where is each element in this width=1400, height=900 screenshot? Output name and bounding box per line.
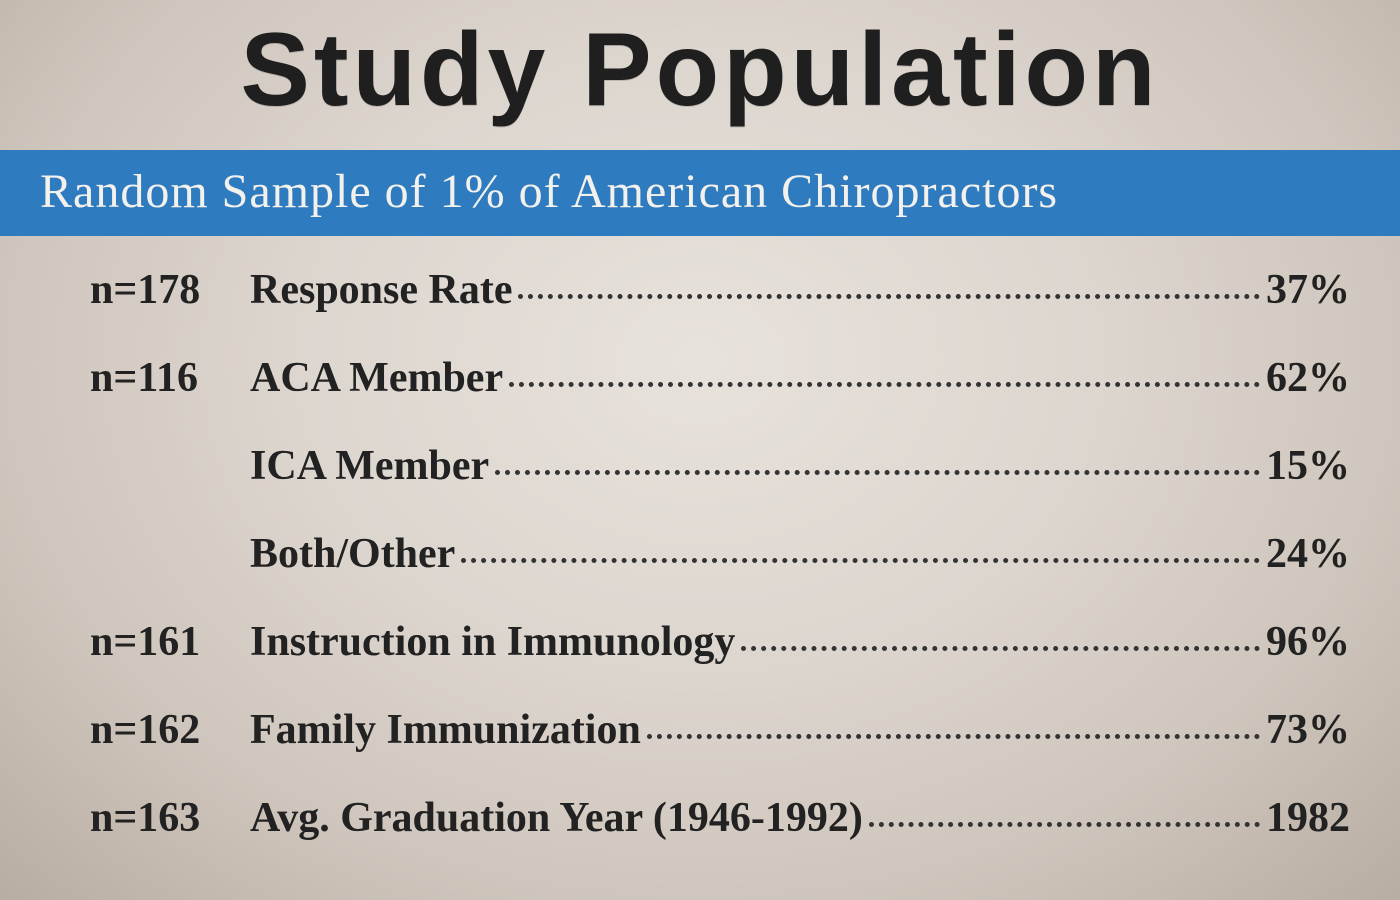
row-value: 24%	[1266, 530, 1350, 578]
row-n: n=162	[90, 706, 250, 754]
row-n: n=116	[90, 354, 250, 402]
dot-leader	[518, 294, 1260, 299]
row-label: Instruction in Immunology	[250, 618, 735, 666]
dot-leader	[647, 734, 1260, 739]
data-row: n=162Family Immunization 73%	[90, 706, 1350, 754]
data-row: Both/Other 24%	[90, 530, 1350, 578]
dot-leader	[495, 470, 1260, 475]
row-label: Family Immunization	[250, 706, 641, 754]
row-value: 37%	[1266, 266, 1350, 314]
data-rows: n=178Response Rate 37% n=116ACA Member 62% I…	[0, 236, 1400, 842]
subtitle-bar: Random Sample of 1% of American Chiropra…	[0, 150, 1400, 236]
row-value: 62%	[1266, 354, 1350, 402]
row-value: 96%	[1266, 618, 1350, 666]
row-label: ICA Member	[250, 442, 489, 490]
row-label: Response Rate	[250, 266, 512, 314]
slide-title: Study Population	[0, 0, 1400, 122]
row-label: Avg. Graduation Year (1946-1992)	[250, 794, 863, 842]
row-value: 1982	[1266, 794, 1350, 842]
data-row: ICA Member 15%	[90, 442, 1350, 490]
row-n: n=163	[90, 794, 250, 842]
data-row: n=163Avg. Graduation Year (1946-1992) 198…	[90, 794, 1350, 842]
row-value: 73%	[1266, 706, 1350, 754]
dot-leader	[869, 822, 1260, 827]
row-label: Both/Other	[250, 530, 455, 578]
study-population-slide: Study Population Random Sample of 1% of …	[0, 0, 1400, 900]
dot-leader	[461, 558, 1260, 563]
dot-leader	[509, 382, 1260, 387]
row-n: n=161	[90, 618, 250, 666]
dot-leader	[741, 646, 1260, 651]
data-row: n=116ACA Member 62%	[90, 354, 1350, 402]
row-value: 15%	[1266, 442, 1350, 490]
data-row: n=178Response Rate 37%	[90, 266, 1350, 314]
data-row: n=161Instruction in Immunology 96%	[90, 618, 1350, 666]
row-label: ACA Member	[250, 354, 503, 402]
row-n: n=178	[90, 266, 250, 314]
